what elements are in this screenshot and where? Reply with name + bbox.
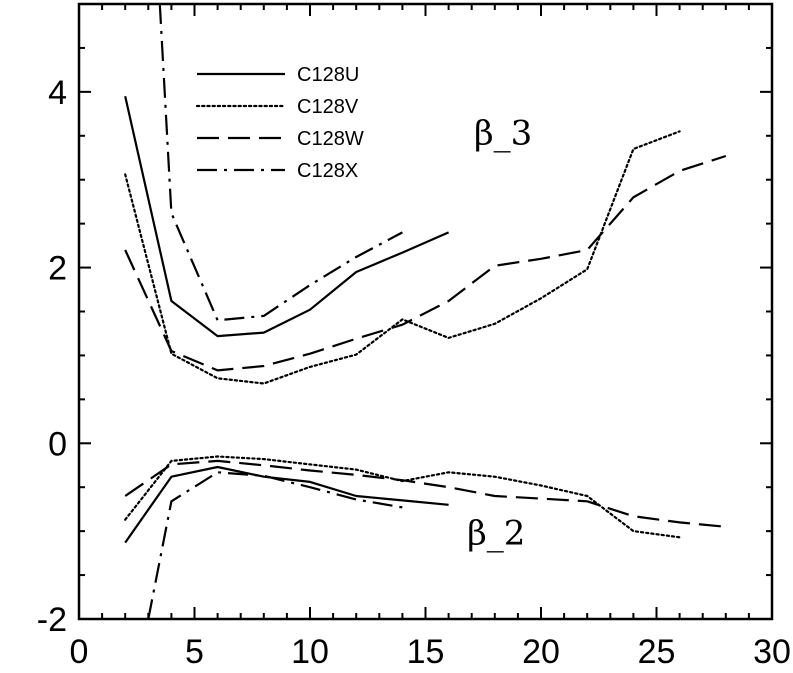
x-tick-label: 25 [638,633,676,671]
x-tick-label: 30 [753,633,791,671]
series-line-c128x-beta2 [147,471,403,619]
series-line-c128u-beta3 [124,96,450,338]
annotations: β_3 β_2 [467,114,532,554]
plot-frame [77,2,774,621]
legend-label-c128w: C128W [297,128,364,150]
axis-ticks [78,3,773,620]
legend-label-c128v: C128V [297,96,359,118]
y-tick-label: 4 [48,74,67,112]
series-line-c128w-beta3 [124,154,727,372]
series-line-c128u-beta2 [124,465,449,544]
y-tick-label: 2 [48,250,67,288]
x-tick-label: 5 [185,633,204,671]
legend: C128U C128V C128W C128X [195,64,364,182]
legend-label-c128x: C128X [297,160,358,182]
series-line-c128x-beta3 [158,4,403,322]
legend-label-c128u: C128U [297,64,359,86]
annotation-label: β_3 [474,114,532,154]
annotation-label: β_2 [467,513,525,553]
x-tick-label: 0 [70,633,89,671]
series-line-c128v-beta3 [124,130,681,385]
series-line-c128w-beta2 [124,459,726,528]
x-tick-label: 10 [291,633,329,671]
series-lines [124,4,727,619]
y-tick-label: -2 [37,601,67,639]
x-tick-label: 20 [522,633,560,671]
y-tick-label: 0 [48,425,67,463]
x-tick-label: 15 [407,633,445,671]
